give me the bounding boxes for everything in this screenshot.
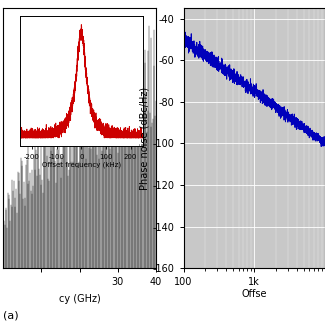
Text: (a): (a) [3,310,19,320]
Text: cy (GHz): cy (GHz) [59,294,100,304]
Y-axis label: Phase noise (dBc/Hz): Phase noise (dBc/Hz) [140,86,150,190]
X-axis label: Offse: Offse [241,289,267,299]
X-axis label: Offset frequency (kHz): Offset frequency (kHz) [42,161,121,168]
